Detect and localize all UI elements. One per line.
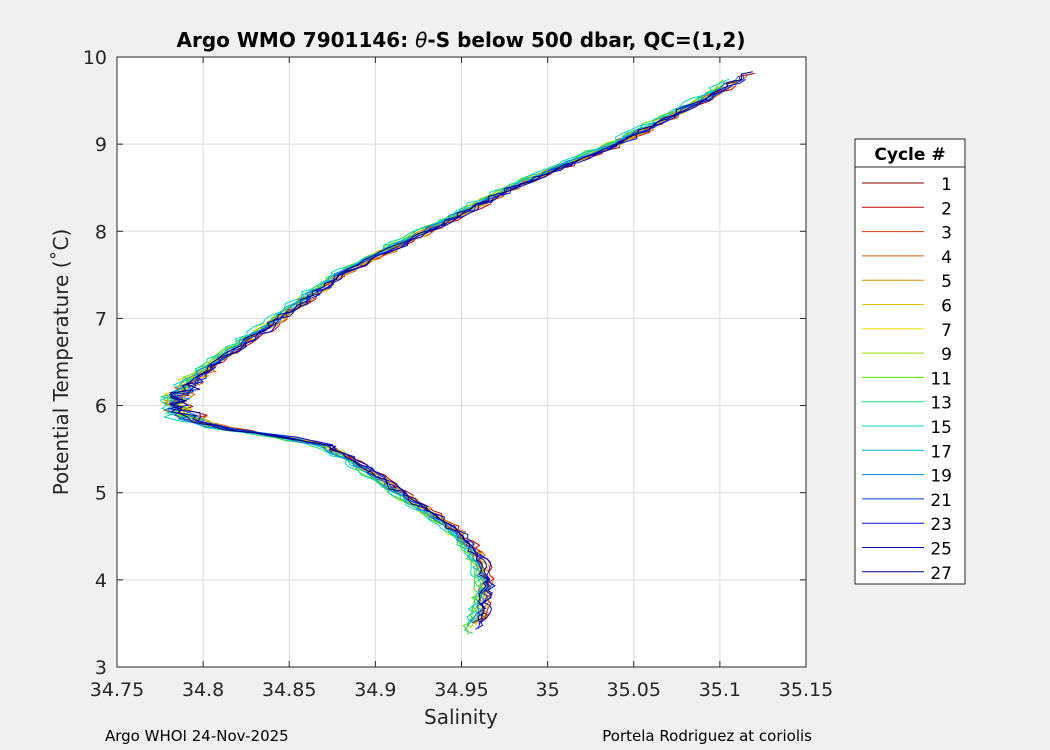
legend-label-cycle-19: 19 (930, 467, 952, 487)
x-tick-label: 34.8 (182, 679, 224, 701)
legend-title: Cycle # (874, 145, 945, 165)
x-tick-label: 35.15 (779, 679, 833, 701)
series-line-cycle-15 (159, 78, 730, 623)
x-axis-label: Salinity (424, 705, 498, 729)
footer-right: Portela Rodriguez at coriolis (602, 727, 812, 745)
y-axis-label: Potential Temperature (˚C) (49, 229, 73, 496)
legend-label-cycle-2: 2 (941, 199, 952, 219)
y-axis-ticks: 3 4 5 6 7 8 9 10 (83, 47, 806, 679)
y-tick-label: 5 (95, 483, 107, 505)
legend-label-cycle-9: 9 (941, 345, 952, 365)
chart-title-theta: θ (415, 28, 427, 52)
y-tick-label: 7 (95, 308, 107, 330)
y-tick-label: 3 (95, 657, 107, 679)
series-line-cycle-27 (169, 71, 753, 624)
x-tick-label: 35.1 (699, 679, 741, 701)
chart-title: Argo WMO 7901146: θ-S below 500 dbar, QC… (177, 28, 746, 52)
x-tick-label: 35 (536, 679, 560, 701)
legend-label-cycle-27: 27 (930, 564, 952, 584)
y-tick-label: 9 (95, 134, 107, 156)
x-axis-ticks: 34.75 34.8 34.85 34.9 34.95 35 35.05 35.1 35.15 (90, 57, 833, 701)
chart-title-suffix: -S below 500 dbar, QC=(1,2) (427, 28, 745, 52)
legend-label-cycle-3: 3 (941, 224, 952, 244)
series-line-cycle-23 (168, 78, 746, 630)
legend-label-cycle-23: 23 (930, 515, 952, 535)
legend-label-cycle-15: 15 (930, 418, 952, 438)
legend-label-cycle-5: 5 (941, 272, 952, 292)
legend-label-cycle-4: 4 (941, 248, 952, 268)
x-tick-label: 34.85 (262, 679, 316, 701)
footer-left: Argo WHOI 24-Nov-2025 (105, 727, 289, 745)
x-tick-label: 34.95 (434, 679, 488, 701)
legend-label-cycle-11: 11 (930, 369, 952, 389)
legend-label-cycle-1: 1 (941, 175, 952, 195)
legend-label-cycle-13: 13 (930, 394, 952, 414)
y-tick-label: 6 (95, 396, 107, 418)
chart-title-prefix: Argo WMO 7901146: (177, 28, 416, 52)
x-tick-label: 34.9 (354, 679, 396, 701)
y-tick-label: 4 (95, 570, 107, 592)
legend-label-cycle-17: 17 (930, 442, 952, 462)
legend-label-cycle-21: 21 (930, 491, 952, 511)
x-tick-label: 35.05 (607, 679, 661, 701)
legend-label-cycle-7: 7 (941, 321, 952, 341)
series-lines (159, 71, 755, 635)
legend-label-cycle-25: 25 (930, 540, 952, 560)
x-tick-label: 34.75 (90, 679, 144, 701)
y-tick-label: 8 (95, 221, 107, 243)
series-line-cycle-19 (170, 75, 739, 623)
y-tick-label: 10 (83, 47, 107, 69)
legend-box (854, 138, 966, 585)
grid-lines (117, 57, 806, 667)
legend-label-cycle-6: 6 (941, 297, 952, 317)
